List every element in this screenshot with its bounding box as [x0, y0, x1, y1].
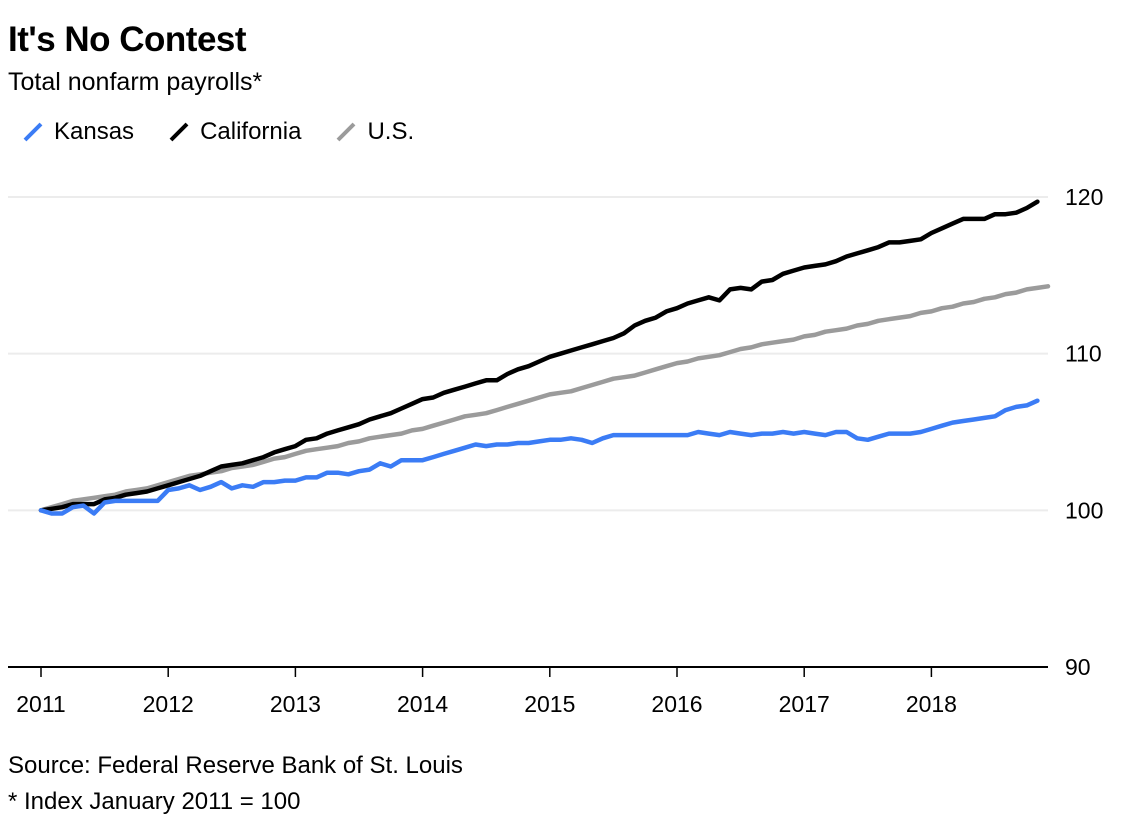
legend-label-california: California: [200, 118, 302, 145]
legend-swatch-us-icon: [337, 122, 356, 142]
chart-title: It's No Contest: [8, 20, 247, 59]
legend-item-us: U.S.: [335, 118, 414, 146]
x-tick-label-2017: 2017: [779, 691, 830, 717]
series-line-kansas: [38, 398, 1040, 516]
legend-item-california: California: [168, 118, 301, 146]
gridlines: [8, 196, 1048, 512]
source-note: Source: Federal Reserve Bank of St. Loui…: [8, 752, 463, 779]
y-tick-label-110: 110: [1065, 341, 1102, 367]
y-tick-label-120: 120: [1065, 184, 1103, 210]
index-note: * Index January 2011 = 100: [8, 788, 301, 815]
legend-item-kansas: Kansas: [22, 118, 134, 146]
y-tick-label-90: 90: [1065, 654, 1091, 680]
legend-swatch-california-icon: [169, 122, 189, 142]
y-tick-label-100: 100: [1065, 497, 1103, 523]
series-line-california: [38, 199, 1040, 513]
legend-label-us: U.S.: [367, 118, 415, 145]
x-tick-label-2015: 2015: [524, 691, 575, 717]
x-tick-label-2016: 2016: [651, 691, 702, 717]
legend-swatch-kansas-icon: [23, 122, 43, 142]
legend: Kansas California U.S.: [22, 118, 448, 146]
x-tick-label-2014: 2014: [397, 691, 448, 717]
x-tick-label-2013: 2013: [270, 691, 321, 717]
series-lines: [38, 199, 1051, 516]
axes: 90 100 110 120 2011 2012 2013 2014 2015 2016 2017 2…: [8, 184, 1103, 717]
x-tick-label-2012: 2012: [143, 691, 194, 717]
line-chart: 90 100 110 120 2011 2012 2013 2014 2015 2016 2017 2…: [8, 184, 1103, 717]
legend-label-kansas: Kansas: [54, 118, 135, 145]
x-tick-label-2011: 2011: [16, 691, 65, 717]
x-tick-label-2018: 2018: [906, 691, 957, 717]
chart-subtitle: Total nonfarm payrolls*: [8, 68, 263, 96]
